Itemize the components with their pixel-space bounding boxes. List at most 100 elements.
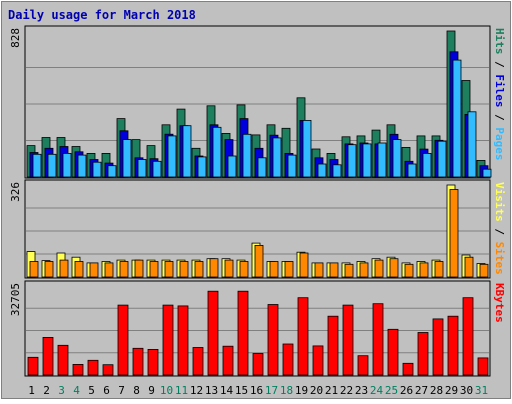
bar-kbytes-day-5 bbox=[87, 359, 99, 376]
bar-sites-day-10 bbox=[164, 261, 174, 278]
bar-pages-day-28 bbox=[437, 140, 447, 178]
x-tick-label: 3 bbox=[58, 384, 65, 397]
bar-sites-day-11 bbox=[179, 261, 189, 278]
x-tick-label: 10 bbox=[160, 384, 173, 397]
bar-pages-day-26 bbox=[407, 163, 417, 178]
bar-sites-day-26 bbox=[404, 263, 414, 278]
bar-pages-day-10 bbox=[167, 135, 177, 178]
bar-sites-day-7 bbox=[119, 261, 129, 278]
bar-sites-day-2 bbox=[44, 261, 54, 278]
bar-sites-day-5 bbox=[89, 262, 99, 278]
bar-pages-day-22 bbox=[347, 144, 357, 178]
bar-pages-day-13 bbox=[212, 126, 222, 178]
series-label-sites: Sites bbox=[493, 242, 506, 275]
bar-sites-day-14 bbox=[224, 259, 234, 278]
bar-sites-day-28 bbox=[434, 261, 444, 278]
bar-kbytes-day-6 bbox=[102, 364, 114, 376]
bar-sites-day-16 bbox=[254, 244, 264, 278]
x-tick-label: 16 bbox=[250, 384, 263, 397]
bar-kbytes-day-1 bbox=[27, 356, 39, 376]
bar-pages-day-18 bbox=[287, 154, 297, 178]
bar-sites-day-3 bbox=[59, 259, 69, 278]
bar-sites-day-6 bbox=[104, 262, 114, 278]
bar-pages-day-12 bbox=[197, 156, 207, 178]
series-label-files: Files bbox=[493, 74, 506, 107]
x-tick-label: 9 bbox=[148, 384, 155, 397]
bar-sites-day-1 bbox=[29, 261, 39, 278]
bar-sites-day-9 bbox=[149, 261, 159, 278]
bar-kbytes-day-12 bbox=[192, 347, 204, 376]
bar-sites-day-12 bbox=[194, 261, 204, 278]
x-tick-label: 20 bbox=[310, 384, 323, 397]
bar-kbytes-day-13 bbox=[207, 290, 219, 376]
x-tick-label: 26 bbox=[400, 384, 413, 397]
x-tick-label: 18 bbox=[280, 384, 293, 397]
x-tick-label: 22 bbox=[340, 384, 353, 397]
bar-pages-day-29 bbox=[452, 59, 462, 178]
bar-pages-day-20 bbox=[317, 163, 327, 178]
bar-kbytes-day-28 bbox=[432, 318, 444, 376]
x-tick-label: 21 bbox=[325, 384, 338, 397]
bar-kbytes-day-24 bbox=[372, 303, 384, 376]
bar-sites-day-25 bbox=[389, 258, 399, 278]
bar-pages-day-3 bbox=[62, 152, 72, 178]
bar-pages-day-7 bbox=[122, 139, 132, 178]
bar-sites-day-27 bbox=[419, 262, 429, 278]
bar-sites-day-15 bbox=[239, 261, 249, 278]
x-tick-label: 1 bbox=[28, 384, 35, 397]
x-tick-label: 19 bbox=[295, 384, 308, 397]
bar-kbytes-day-7 bbox=[117, 304, 129, 376]
chart-panels: 828 Hits / Files / Pages 326 Visits / Sites… bbox=[9, 25, 506, 377]
bar-kbytes-day-9 bbox=[147, 348, 159, 376]
bar-kbytes-day-19 bbox=[297, 297, 309, 376]
bar-pages-day-14 bbox=[227, 155, 237, 178]
x-tick-label: 15 bbox=[235, 384, 248, 397]
bar-sites-day-18 bbox=[284, 261, 294, 278]
bar-pages-day-5 bbox=[92, 161, 102, 178]
bar-pages-day-30 bbox=[467, 111, 477, 178]
bar-sites-day-20 bbox=[314, 262, 324, 278]
series-label-separator: / bbox=[493, 108, 506, 128]
x-tick-label: 8 bbox=[133, 384, 140, 397]
x-tick-label: 2 bbox=[43, 384, 50, 397]
y-max-label: 326 bbox=[9, 182, 22, 202]
bar-kbytes-day-22 bbox=[342, 304, 354, 376]
x-axis: 1 2 3 4 5 6 7 8 9 10 11 12 13 14 15 16 17 18 19 20 21 22 23 24 2… bbox=[28, 384, 488, 397]
bar-kbytes-day-16 bbox=[252, 353, 264, 376]
y-max-label: 828 bbox=[9, 28, 22, 48]
bar-kbytes-day-20 bbox=[312, 345, 324, 376]
bar-sites-day-21 bbox=[329, 262, 339, 278]
panel-kbytes: 32705 KBytes bbox=[9, 280, 506, 377]
bar-kbytes-day-18 bbox=[282, 343, 294, 376]
panel-hits-files-pages: 828 Hits / Files / Pages bbox=[9, 25, 506, 179]
x-tick-label: 5 bbox=[88, 384, 95, 397]
bar-pages-day-4 bbox=[77, 154, 87, 178]
bar-kbytes-day-4 bbox=[72, 363, 84, 376]
bar-pages-day-9 bbox=[152, 160, 162, 178]
bar-sites-day-31 bbox=[479, 263, 489, 278]
panel-visits-sites: 326 Visits / Sites bbox=[9, 179, 506, 279]
bar-pages-day-25 bbox=[392, 139, 402, 178]
bar-pages-day-19 bbox=[302, 120, 312, 178]
series-label-visits: Visits bbox=[493, 182, 506, 222]
series-axis-label: Hits / Files / Pages bbox=[493, 28, 506, 161]
bar-pages-day-17 bbox=[272, 137, 282, 178]
x-tick-label: 23 bbox=[355, 384, 368, 397]
bar-pages-day-11 bbox=[182, 125, 192, 178]
bar-sites-day-17 bbox=[269, 261, 279, 278]
bar-kbytes-day-21 bbox=[327, 315, 339, 376]
bar-pages-day-16 bbox=[257, 157, 267, 178]
bar-pages-day-24 bbox=[377, 142, 387, 178]
bar-kbytes-day-29 bbox=[447, 315, 459, 376]
x-tick-label: 13 bbox=[205, 384, 218, 397]
x-tick-label: 30 bbox=[460, 384, 473, 397]
x-tick-label: 11 bbox=[175, 384, 188, 397]
bar-sites-day-23 bbox=[359, 262, 369, 278]
bar-kbytes-day-27 bbox=[417, 332, 429, 376]
bar-pages-day-23 bbox=[362, 143, 372, 178]
bar-pages-day-2 bbox=[47, 153, 57, 178]
bar-kbytes-day-3 bbox=[57, 344, 69, 376]
